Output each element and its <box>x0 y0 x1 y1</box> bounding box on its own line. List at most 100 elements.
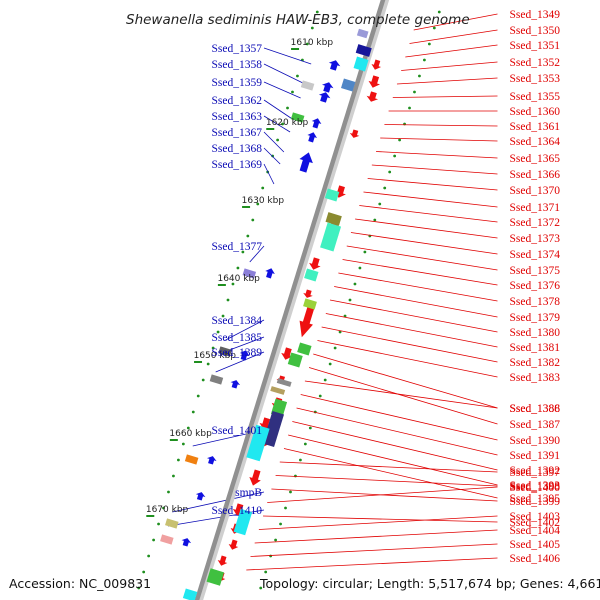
track-dot <box>142 570 146 574</box>
gene-label-ssed_1357: Ssed_1357 <box>212 43 263 55</box>
track-dot <box>251 218 255 222</box>
leader-line <box>263 47 312 65</box>
track-dot <box>172 474 175 478</box>
track-dot <box>353 282 357 286</box>
leader-line <box>296 407 498 456</box>
track-dot <box>427 42 431 46</box>
track-dot <box>236 266 240 270</box>
forward-gene-arrow <box>265 268 275 279</box>
leader-line <box>396 77 498 85</box>
track-dot <box>423 58 426 62</box>
gene-label-ssed_1350: Ssed_1350 <box>510 25 561 37</box>
gene-box <box>233 508 253 536</box>
leader-line <box>254 529 498 544</box>
kbp-scale: 1610 kbp 1620 kbp 1630 kbp 1640 kbp 1650 kbp… <box>146 38 334 517</box>
forward-gene-arrow <box>328 60 341 71</box>
track-dot <box>373 218 377 222</box>
leader-line <box>250 543 498 557</box>
gene-box <box>341 78 356 92</box>
gene-label-ssed_1392: Ssed_1392 <box>510 465 561 477</box>
backbone-shadow <box>196 0 390 600</box>
gene-box <box>290 112 305 123</box>
gene-box <box>304 268 319 282</box>
track-dot <box>338 330 342 334</box>
leader-line <box>342 259 498 286</box>
track-dot <box>191 410 195 414</box>
kbp-label: 1670 kbp <box>146 505 189 515</box>
gene-label-ssed_1382: Ssed_1382 <box>510 357 561 369</box>
forward-gene-arrow <box>321 82 334 93</box>
gene-box <box>160 534 174 545</box>
gene-label-ssed_1368: Ssed_1368 <box>212 143 263 155</box>
track-dot <box>358 266 362 270</box>
track-dot <box>333 346 337 350</box>
track-dot <box>246 234 250 238</box>
kbp-label: 1630 kbp <box>242 196 285 206</box>
gene-label-ssed_1395: Ssed_1395 <box>510 493 561 505</box>
leader-line <box>304 380 498 409</box>
track-dot <box>276 138 279 142</box>
gene-label-ssed_1391: Ssed_1391 <box>510 450 561 462</box>
leader-line <box>313 353 498 409</box>
accession-text: Accession: NC_009831 <box>9 576 151 591</box>
track-dot <box>281 122 284 126</box>
gene-box <box>324 188 340 202</box>
leader-line <box>292 421 498 471</box>
kbp-label: 1640 kbp <box>217 274 260 284</box>
track-dot <box>181 442 185 446</box>
leader-line <box>350 232 498 255</box>
kbp-label: 1620 kbp <box>266 118 309 128</box>
reverse-gene-arrow <box>249 469 261 486</box>
gene-box <box>218 346 232 357</box>
leader-line <box>346 245 498 271</box>
gene-label-ssed_1362: Ssed_1362 <box>212 95 263 107</box>
reverse-gene-arrow <box>371 59 382 70</box>
gene-features <box>160 28 382 600</box>
genome-title: Shewanella sediminis HAW-EB3, complete g… <box>126 12 470 28</box>
reverse-gene-arrow <box>368 75 381 88</box>
gene-label-ssed_1353: Ssed_1353 <box>510 73 561 85</box>
track-dot <box>308 426 312 430</box>
track-dot <box>157 522 160 526</box>
kbp-label: 1610 kbp <box>291 38 334 48</box>
gene-box <box>276 378 292 387</box>
track-dot <box>221 314 225 318</box>
track-dot <box>378 202 382 206</box>
genome-summary-text: Topology: circular; Length: 5,517,674 bp… <box>259 576 600 591</box>
leader-line <box>308 367 498 425</box>
gene-label-ssed_1402: Ssed_1402 <box>510 517 561 529</box>
gene-label-ssed_1355: Ssed_1355 <box>510 91 561 103</box>
gene-label-ssed_1372: Ssed_1372 <box>510 217 561 229</box>
leader-line <box>376 151 498 159</box>
track-dot <box>303 442 307 446</box>
leader-line <box>172 491 265 513</box>
track-dot <box>269 554 273 558</box>
track-dot <box>296 74 299 78</box>
gene-box <box>165 518 179 529</box>
track-dot <box>432 26 436 30</box>
gene-label-ssed_1351: Ssed_1351 <box>510 40 561 52</box>
track-dot <box>363 250 367 254</box>
leader-line <box>263 115 291 133</box>
gene-label-ssed_1379: Ssed_1379 <box>510 312 561 324</box>
leader-line <box>359 205 498 223</box>
gene-box <box>262 410 284 448</box>
gene-label-ssed_1349: Ssed_1349 <box>510 9 561 21</box>
gene-label-ssed_1398: Ssed_1398 <box>510 481 561 493</box>
reverse-gene-arrow <box>299 303 316 338</box>
gene-label-ssed_1366: Ssed_1366 <box>510 169 561 181</box>
track-dot <box>289 490 292 494</box>
forward-gene-arrow <box>195 492 206 501</box>
track-dot <box>231 282 235 286</box>
gene-label-ssed_1375: Ssed_1375 <box>510 265 561 277</box>
gene-box <box>184 454 199 465</box>
gene-label-ssed_1400: Ssed_1400 <box>510 482 561 494</box>
gene-label-ssed_1376: Ssed_1376 <box>510 280 561 292</box>
track-dot <box>305 42 309 46</box>
gene-label-ssed_1403: Ssed_1403 <box>510 511 561 523</box>
leader-line <box>409 29 498 44</box>
gene-label-ssed_1389: Ssed_1389 <box>212 347 263 359</box>
forward-gene-arrow <box>230 380 241 389</box>
gene-label-ssed_1380: Ssed_1380 <box>510 327 561 339</box>
track-dot <box>201 378 205 382</box>
